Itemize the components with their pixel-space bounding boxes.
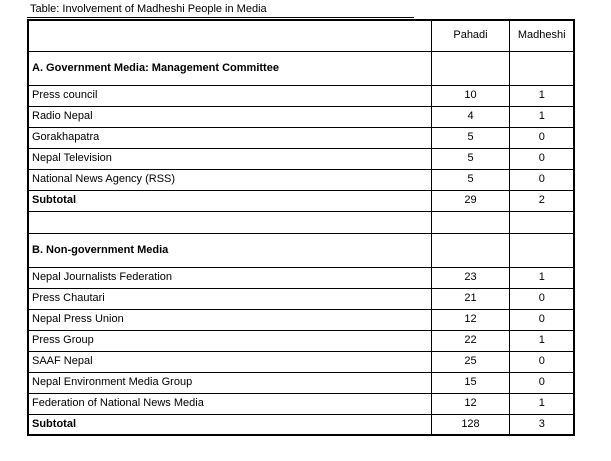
madheshi-value: 1: [508, 84, 575, 107]
pahadi-value: 12: [430, 392, 510, 415]
table-row: Gorakhapatra 5 0: [27, 126, 575, 149]
row-label: SAAF Nepal: [27, 350, 432, 373]
section-a-title: A. Government Media: Management Committe…: [27, 50, 432, 86]
madheshi-value: 0: [508, 168, 575, 191]
table-row: Radio Nepal 4 1: [27, 105, 575, 128]
subtotal-row-a: Subtotal 29 2: [27, 189, 575, 212]
section-b-title: B. Non-government Media: [27, 232, 432, 268]
madheshi-subtotal: 3: [508, 413, 575, 436]
pahadi-value: 12: [430, 308, 510, 331]
madheshi-value: 1: [508, 392, 575, 415]
column-header-madheshi: Madheshi: [508, 19, 575, 52]
subtotal-label: Subtotal: [27, 189, 432, 212]
pahadi-value: 5: [430, 168, 510, 191]
madheshi-value: 0: [508, 308, 575, 331]
table-row: Federation of National News Media 12 1: [27, 392, 575, 415]
row-label: Radio Nepal: [27, 105, 432, 128]
madheshi-value: 1: [508, 105, 575, 128]
table-row: Press council 10 1: [27, 84, 575, 107]
media-involvement-table: Pahadi Madheshi A. Government Media: Man…: [27, 19, 575, 436]
cell-empty: [430, 50, 510, 86]
madheshi-subtotal: 2: [508, 189, 575, 212]
table-row: Press Chautari 21 0: [27, 287, 575, 310]
subtotal-row-b: Subtotal 128 3: [27, 413, 575, 436]
cell-empty: [508, 210, 575, 234]
spacer-row: [27, 210, 575, 234]
row-label: Nepal Environment Media Group: [27, 371, 432, 394]
cell-empty: [508, 232, 575, 268]
cell-empty: [430, 232, 510, 268]
column-header-row: Pahadi Madheshi: [27, 19, 575, 52]
table-row: Press Group 22 1: [27, 329, 575, 352]
table-row: Nepal Journalists Federation 23 1: [27, 266, 575, 289]
pahadi-value: 22: [430, 329, 510, 352]
pahadi-value: 23: [430, 266, 510, 289]
column-header-pahadi: Pahadi: [430, 19, 510, 52]
pahadi-value: 5: [430, 147, 510, 170]
section-b-header-row: B. Non-government Media: [27, 232, 575, 268]
pahadi-subtotal: 29: [430, 189, 510, 212]
pahadi-value: 15: [430, 371, 510, 394]
pahadi-value: 25: [430, 350, 510, 373]
table-row: National News Agency (RSS) 5 0: [27, 168, 575, 191]
row-label: Press council: [27, 84, 432, 107]
row-label: National News Agency (RSS): [27, 168, 432, 191]
cell-empty: [27, 210, 432, 234]
cell-empty: [508, 50, 575, 86]
cell-empty: [430, 210, 510, 234]
table-row: Nepal Television 5 0: [27, 147, 575, 170]
table-title: Table: Involvement of Madheshi People in…: [27, 1, 414, 18]
madheshi-value: 1: [508, 266, 575, 289]
row-label: Press Group: [27, 329, 432, 352]
madheshi-value: 0: [508, 147, 575, 170]
row-label: Nepal Television: [27, 147, 432, 170]
pahadi-subtotal: 128: [430, 413, 510, 436]
madheshi-value: 1: [508, 329, 575, 352]
madheshi-value: 0: [508, 371, 575, 394]
pahadi-value: 5: [430, 126, 510, 149]
row-label: Gorakhapatra: [27, 126, 432, 149]
row-label: Press Chautari: [27, 287, 432, 310]
pahadi-value: 10: [430, 84, 510, 107]
table-row: Nepal Press Union 12 0: [27, 308, 575, 331]
subtotal-label: Subtotal: [27, 413, 432, 436]
table-row: SAAF Nepal 25 0: [27, 350, 575, 373]
row-label: Federation of National News Media: [27, 392, 432, 415]
pahadi-value: 4: [430, 105, 510, 128]
row-label: Nepal Press Union: [27, 308, 432, 331]
cell-empty: [27, 19, 432, 52]
madheshi-value: 0: [508, 350, 575, 373]
section-a-header-row: A. Government Media: Management Committe…: [27, 50, 575, 86]
madheshi-value: 0: [508, 126, 575, 149]
pahadi-value: 21: [430, 287, 510, 310]
row-label: Nepal Journalists Federation: [27, 266, 432, 289]
madheshi-value: 0: [508, 287, 575, 310]
table-row: Nepal Environment Media Group 15 0: [27, 371, 575, 394]
